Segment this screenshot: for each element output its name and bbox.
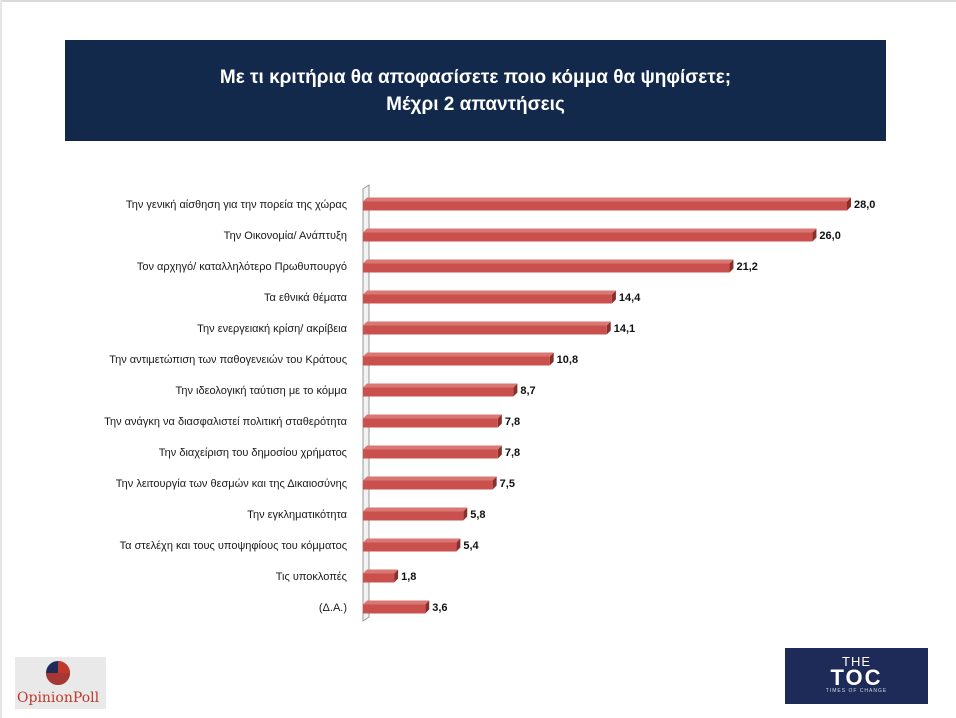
bar-side — [513, 383, 518, 397]
category-label: Την γενική αίσθηση για την πορεία της χώ… — [126, 199, 347, 211]
category-label: Τον αρχηγό/ καταλληλότερο Πρωθυπουργό — [137, 261, 347, 273]
category-label: Την λειτουργία των θεσμών και της Δικαιο… — [116, 478, 347, 490]
value-label-bg — [498, 475, 523, 490]
bar-side — [611, 290, 616, 304]
bar — [363, 542, 457, 552]
bar — [363, 511, 464, 521]
category-label: Την ιδεολογική ταύτιση με το κόμμα — [175, 385, 347, 397]
bar-chart: Την γενική αίσθηση για την πορεία της χώ… — [104, 184, 884, 622]
value-label: 7,8 — [505, 447, 520, 459]
axis-wall — [362, 184, 370, 622]
category-label: Τις υποκλοπές — [276, 571, 347, 583]
bar-top — [363, 600, 430, 605]
category-label: Την Οικονομία/ Ανάπτυξη — [224, 230, 347, 242]
bar-side — [497, 445, 502, 459]
bar-top — [363, 290, 616, 295]
bar-top — [363, 476, 497, 481]
opinionpoll-circle-icon — [46, 661, 70, 685]
value-label: 5,8 — [470, 509, 485, 521]
category-label: Τα στελέχη και τους υποψηφίους του κόμμα… — [120, 540, 347, 552]
opinionpoll-logo: OpinionPoll — [15, 657, 106, 709]
bar-side — [549, 352, 554, 366]
frame-left-border — [0, 0, 2, 718]
bar-side — [606, 321, 611, 335]
category-label: Την διαχείριση του δημοσίου χρήματος — [159, 447, 347, 459]
bar — [363, 387, 514, 397]
category-label: Την ενεργειακή κρίση/ ακρίβεια — [197, 323, 347, 335]
bar — [363, 232, 813, 242]
bar-side — [456, 538, 461, 552]
bar-top — [363, 569, 399, 574]
category-label: (Δ.Α.) — [319, 602, 347, 614]
chart-title-banner: Με τι κριτήρια θα αποφασίσετε ποιο κόμμα… — [65, 40, 886, 141]
opinionpoll-logo-text: OpinionPoll — [17, 690, 100, 706]
bar-top — [363, 507, 468, 512]
bar — [363, 480, 493, 490]
bar — [363, 418, 498, 428]
bar-side — [425, 600, 430, 614]
value-label-bg — [617, 289, 649, 304]
bar-top — [363, 445, 502, 450]
category-label: Τα εθνικά θέματα — [264, 292, 348, 304]
bar — [363, 201, 847, 211]
value-label-bg — [853, 196, 884, 211]
value-label-bg — [400, 568, 425, 583]
bar-top — [363, 259, 734, 264]
thetoc-logo: THE TOC TIMES OF CHANGE — [785, 648, 928, 704]
bar-side — [394, 569, 399, 583]
bar-top — [363, 383, 518, 388]
bar — [363, 263, 730, 273]
value-label: 7,5 — [500, 478, 515, 490]
value-label-bg — [555, 351, 587, 366]
thetoc-logo-the: THE — [842, 654, 871, 669]
value-label: 14,1 — [614, 323, 635, 335]
bar-side — [463, 507, 468, 521]
value-label-bg — [503, 413, 528, 428]
value-label: 26,0 — [819, 230, 840, 242]
bar-top — [363, 321, 611, 326]
value-label: 10,8 — [557, 354, 578, 366]
category-label: Την ανάγκη να διασφαλιστεί πολιτική σταθ… — [104, 416, 348, 428]
value-label: 3,6 — [432, 602, 447, 614]
bar-side — [847, 197, 851, 211]
bar-top — [363, 414, 502, 419]
bar — [363, 356, 550, 366]
bar-top — [363, 352, 554, 357]
value-label-bg — [431, 599, 456, 614]
chart-title: Με τι κριτήρια θα αποφασίσετε ποιο κόμμα… — [219, 66, 732, 88]
category-label: Την αντιμετώπιση των παθογενειών του Κρά… — [109, 354, 347, 366]
value-label: 7,8 — [505, 416, 520, 428]
value-label: 5,4 — [463, 540, 479, 552]
thetoc-logo-toc: TOC — [830, 665, 883, 690]
bar-top — [363, 228, 817, 233]
bar-side — [497, 414, 502, 428]
bar-side — [492, 476, 497, 490]
value-label-bg — [612, 320, 644, 335]
bar-top — [363, 538, 461, 543]
bar — [363, 449, 498, 459]
value-label-bg — [462, 537, 487, 552]
thetoc-logo-tagline: TIMES OF CHANGE — [825, 688, 888, 694]
bar-side — [812, 228, 817, 242]
value-label-bg — [735, 258, 767, 273]
bar — [363, 294, 612, 304]
bar — [363, 604, 426, 614]
bar-side — [729, 259, 734, 273]
frame-top-border — [0, 0, 956, 2]
value-label: 14,4 — [619, 292, 641, 304]
value-label: 28,0 — [854, 199, 875, 211]
bar-top — [363, 197, 851, 202]
value-label: 21,2 — [736, 261, 757, 273]
value-label: 8,7 — [520, 385, 535, 397]
value-label-bg — [503, 444, 528, 459]
value-label-bg — [469, 506, 494, 521]
value-label-bg — [818, 227, 850, 242]
value-label: 1,8 — [401, 571, 416, 583]
bar — [363, 573, 395, 583]
category-label: Την εγκληματικότητα — [247, 509, 348, 521]
value-label-bg — [519, 382, 544, 397]
chart-subtitle: Μέχρι 2 απαντήσεις — [386, 93, 565, 115]
bar — [363, 325, 607, 335]
